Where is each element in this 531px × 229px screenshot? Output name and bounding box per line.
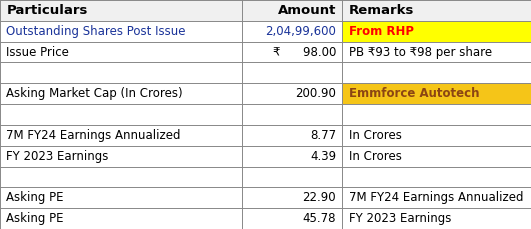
Bar xyxy=(242,0,342,21)
Text: In Crores: In Crores xyxy=(349,150,402,163)
Text: Outstanding Shares Post Issue: Outstanding Shares Post Issue xyxy=(6,25,186,38)
Text: Particulars: Particulars xyxy=(6,4,88,17)
Bar xyxy=(342,0,531,21)
Text: 7M FY24 Earnings Annualized: 7M FY24 Earnings Annualized xyxy=(349,191,524,204)
Text: In Crores: In Crores xyxy=(349,129,402,142)
Text: 45.78: 45.78 xyxy=(303,212,336,225)
Text: Emmforce Autotech: Emmforce Autotech xyxy=(349,87,479,100)
Text: Remarks: Remarks xyxy=(349,4,414,17)
Text: 8.77: 8.77 xyxy=(310,129,336,142)
Text: FY 2023 Earnings: FY 2023 Earnings xyxy=(6,150,109,163)
Text: 200.90: 200.90 xyxy=(295,87,336,100)
Text: Asking PE: Asking PE xyxy=(6,212,64,225)
Text: Amount: Amount xyxy=(278,4,336,17)
Text: From RHP: From RHP xyxy=(349,25,414,38)
Text: Asking PE: Asking PE xyxy=(6,191,64,204)
Text: PB ₹93 to ₹98 per share: PB ₹93 to ₹98 per share xyxy=(349,46,492,59)
Text: Asking Market Cap (In Crores): Asking Market Cap (In Crores) xyxy=(6,87,183,100)
Bar xyxy=(342,83,531,104)
Bar xyxy=(342,21,531,42)
Text: Issue Price: Issue Price xyxy=(6,46,69,59)
Text: 4.39: 4.39 xyxy=(310,150,336,163)
Text: ₹      98.00: ₹ 98.00 xyxy=(273,46,336,59)
Bar xyxy=(0,0,242,21)
Text: 7M FY24 Earnings Annualized: 7M FY24 Earnings Annualized xyxy=(6,129,181,142)
Text: 22.90: 22.90 xyxy=(303,191,336,204)
Text: 2,04,99,600: 2,04,99,600 xyxy=(266,25,336,38)
Text: FY 2023 Earnings: FY 2023 Earnings xyxy=(349,212,451,225)
